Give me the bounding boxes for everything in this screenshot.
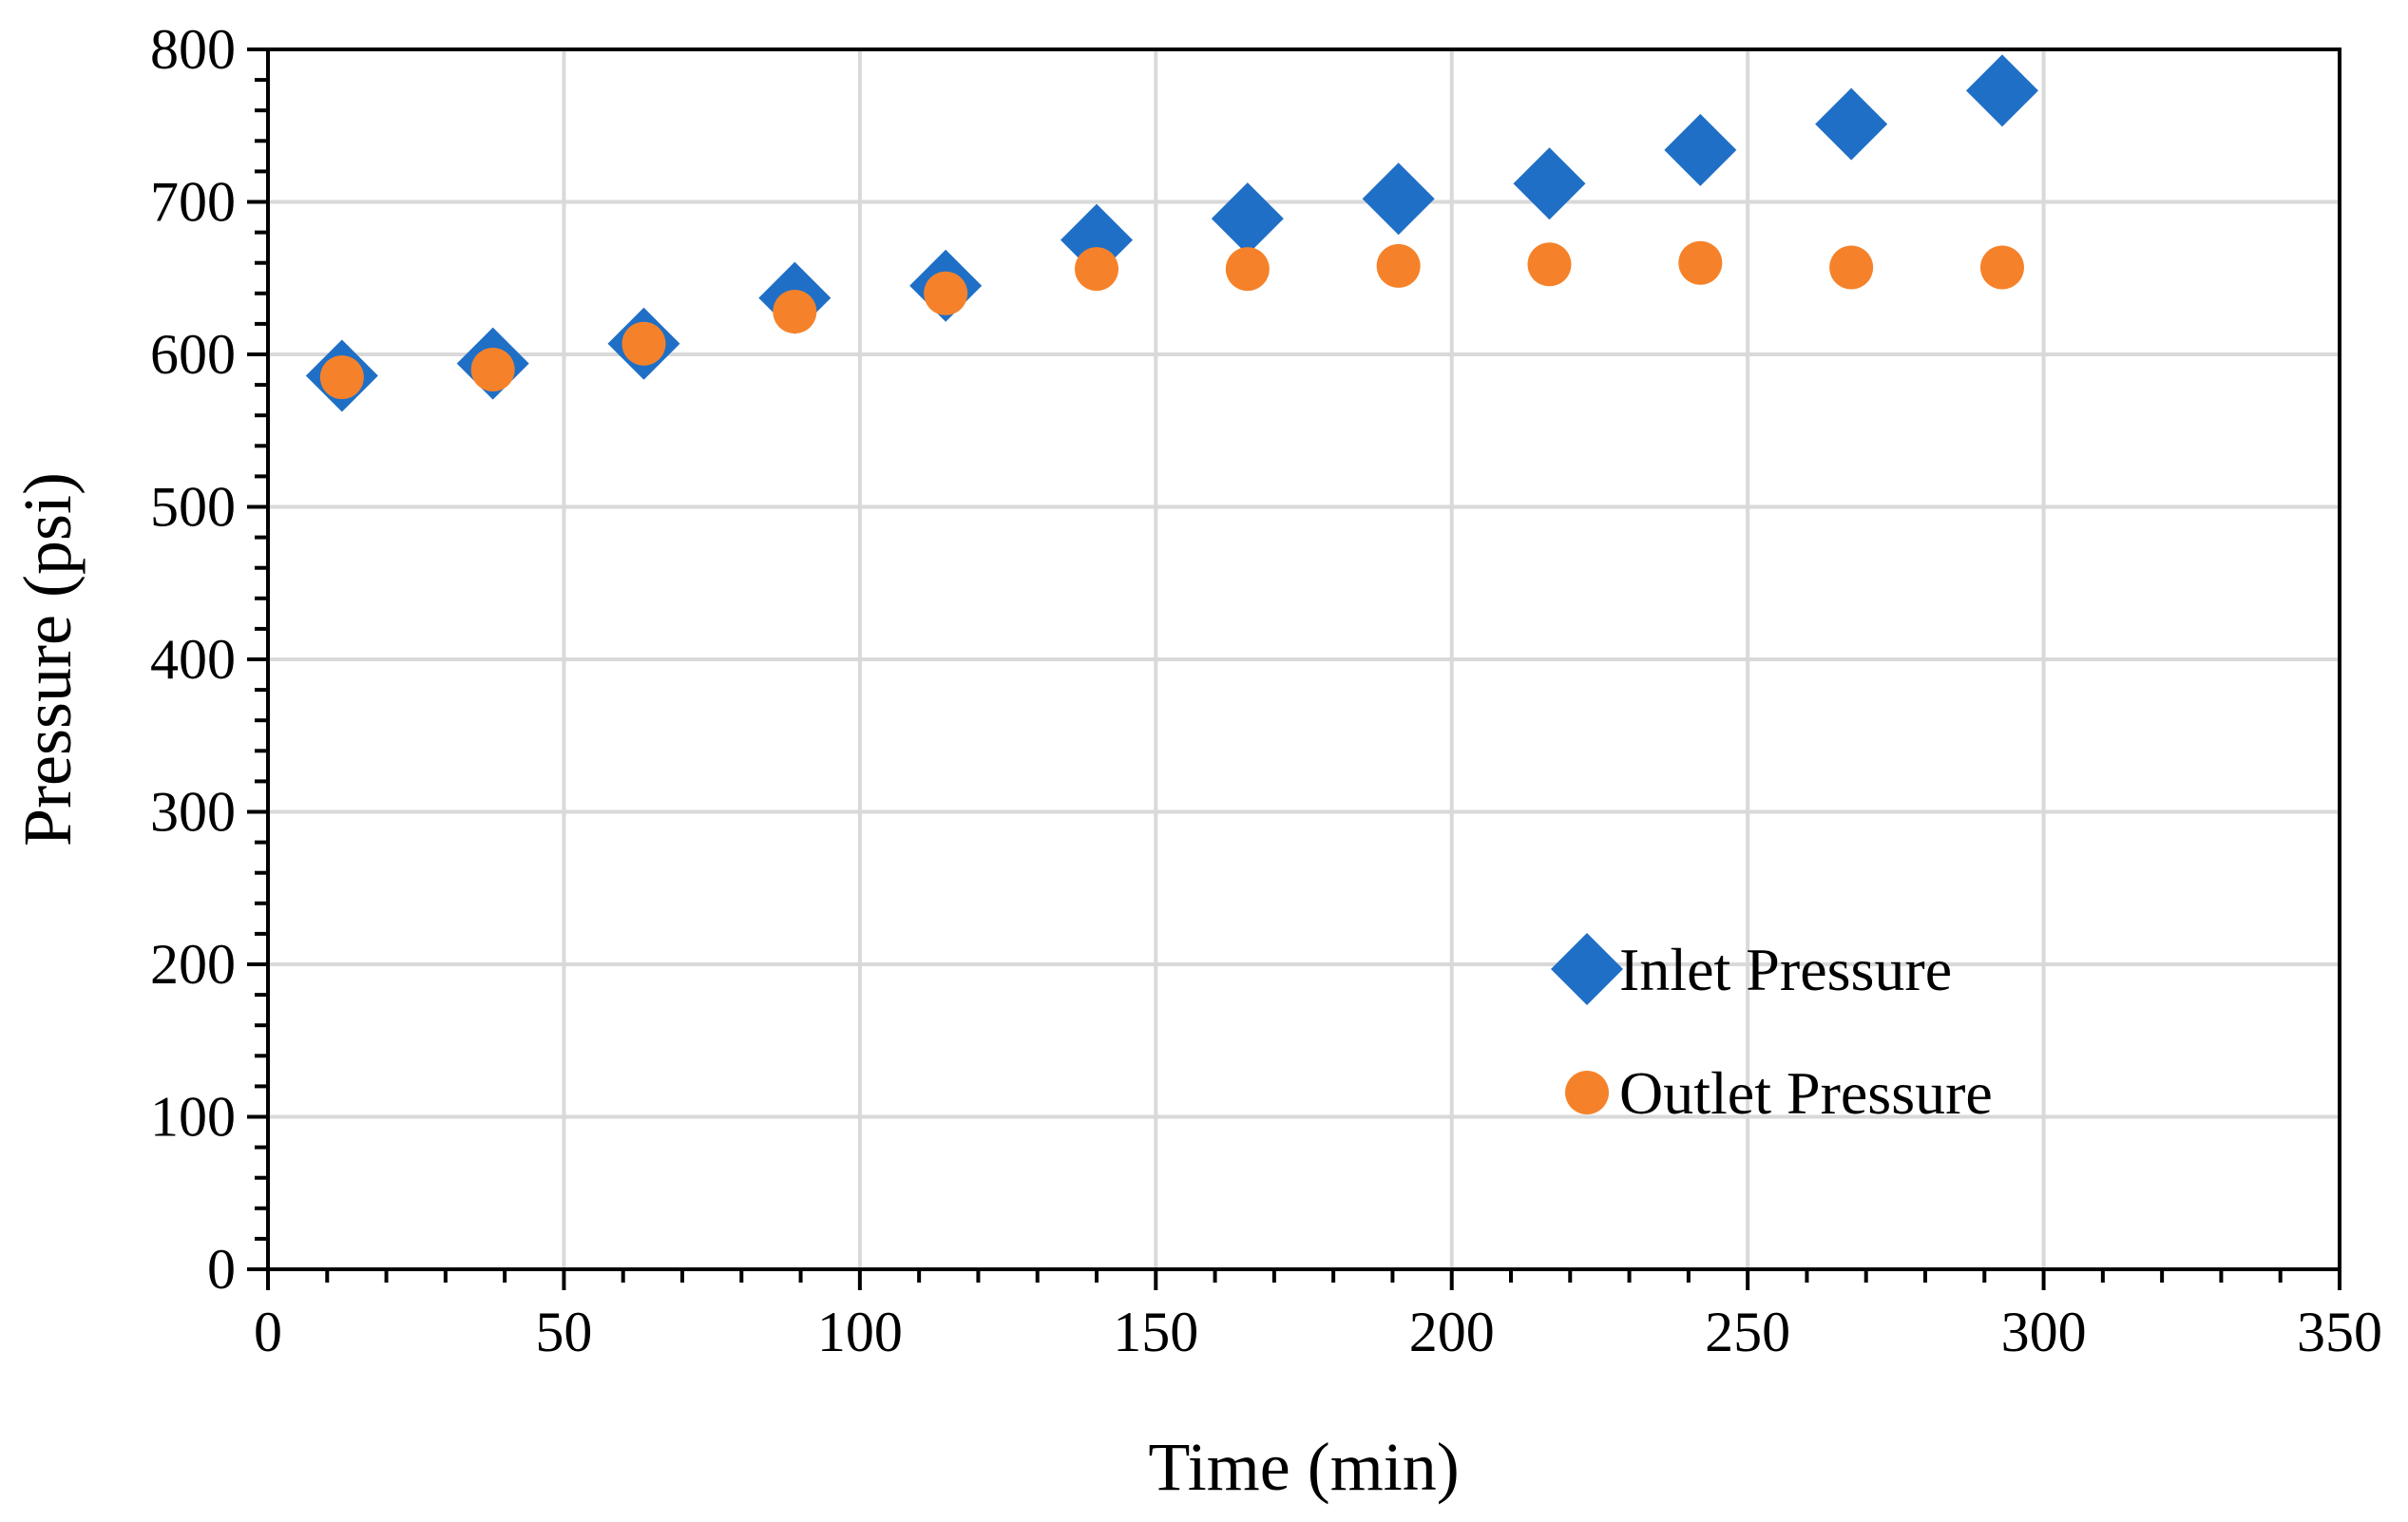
outlet-point <box>1527 242 1572 287</box>
x-tick-label: 50 <box>535 1301 592 1363</box>
inlet-point <box>1513 147 1586 220</box>
x-tick-label: 250 <box>1705 1301 1790 1363</box>
legend-marker <box>1551 933 1623 1005</box>
outlet-point <box>1979 245 2024 290</box>
y-axis-title: Pressure (psi) <box>10 472 86 847</box>
inlet-point <box>1965 54 2038 127</box>
y-tick-label: 600 <box>150 323 236 386</box>
outlet-point <box>1678 240 1723 285</box>
x-tick-label: 100 <box>817 1301 903 1363</box>
y-tick-label: 100 <box>150 1086 236 1149</box>
y-tick-label: 300 <box>150 781 236 844</box>
y-tick-label: 200 <box>150 933 236 996</box>
outlet-point <box>773 290 817 334</box>
tick-labels: 0 50 100 150 200 250 300 350 0 100 200 300 400 500 600… <box>150 18 2382 1363</box>
outlet-point <box>1225 247 1270 292</box>
y-tick-label: 500 <box>150 476 236 539</box>
x-tick-label: 0 <box>254 1301 282 1363</box>
y-tick-label: 400 <box>150 628 236 691</box>
outlet-point <box>470 348 515 392</box>
legend-marker <box>1565 1071 1609 1114</box>
y-tick-label: 700 <box>150 171 236 234</box>
x-tick-label: 150 <box>1113 1301 1198 1363</box>
y-tick-label: 0 <box>207 1238 236 1301</box>
data-series <box>305 54 2038 412</box>
outlet-point <box>924 271 968 315</box>
legend-label: Inlet Pressure <box>1619 936 1952 1003</box>
inlet-point <box>1664 113 1737 186</box>
x-tick-label: 350 <box>2297 1301 2382 1363</box>
x-tick-label: 200 <box>1409 1301 1495 1363</box>
legend-label: Outlet Pressure <box>1619 1059 1993 1127</box>
inlet-point <box>1211 182 1284 256</box>
y-tick-label: 800 <box>150 18 236 81</box>
legend: Inlet Pressure Outlet Pressure <box>1551 933 1993 1127</box>
outlet-point <box>1376 243 1421 288</box>
inlet-point <box>1815 87 1888 161</box>
series-outlet-pressure <box>319 240 2024 400</box>
x-axis-title: Time (min) <box>1148 1429 1459 1505</box>
outlet-point <box>319 355 364 400</box>
outlet-point <box>1829 245 1874 290</box>
inlet-point <box>1362 162 1435 236</box>
x-tick-label: 300 <box>2001 1301 2087 1363</box>
axes <box>247 48 2341 1290</box>
outlet-point <box>621 321 666 366</box>
grid <box>268 48 2341 1269</box>
outlet-point <box>1075 247 1118 292</box>
